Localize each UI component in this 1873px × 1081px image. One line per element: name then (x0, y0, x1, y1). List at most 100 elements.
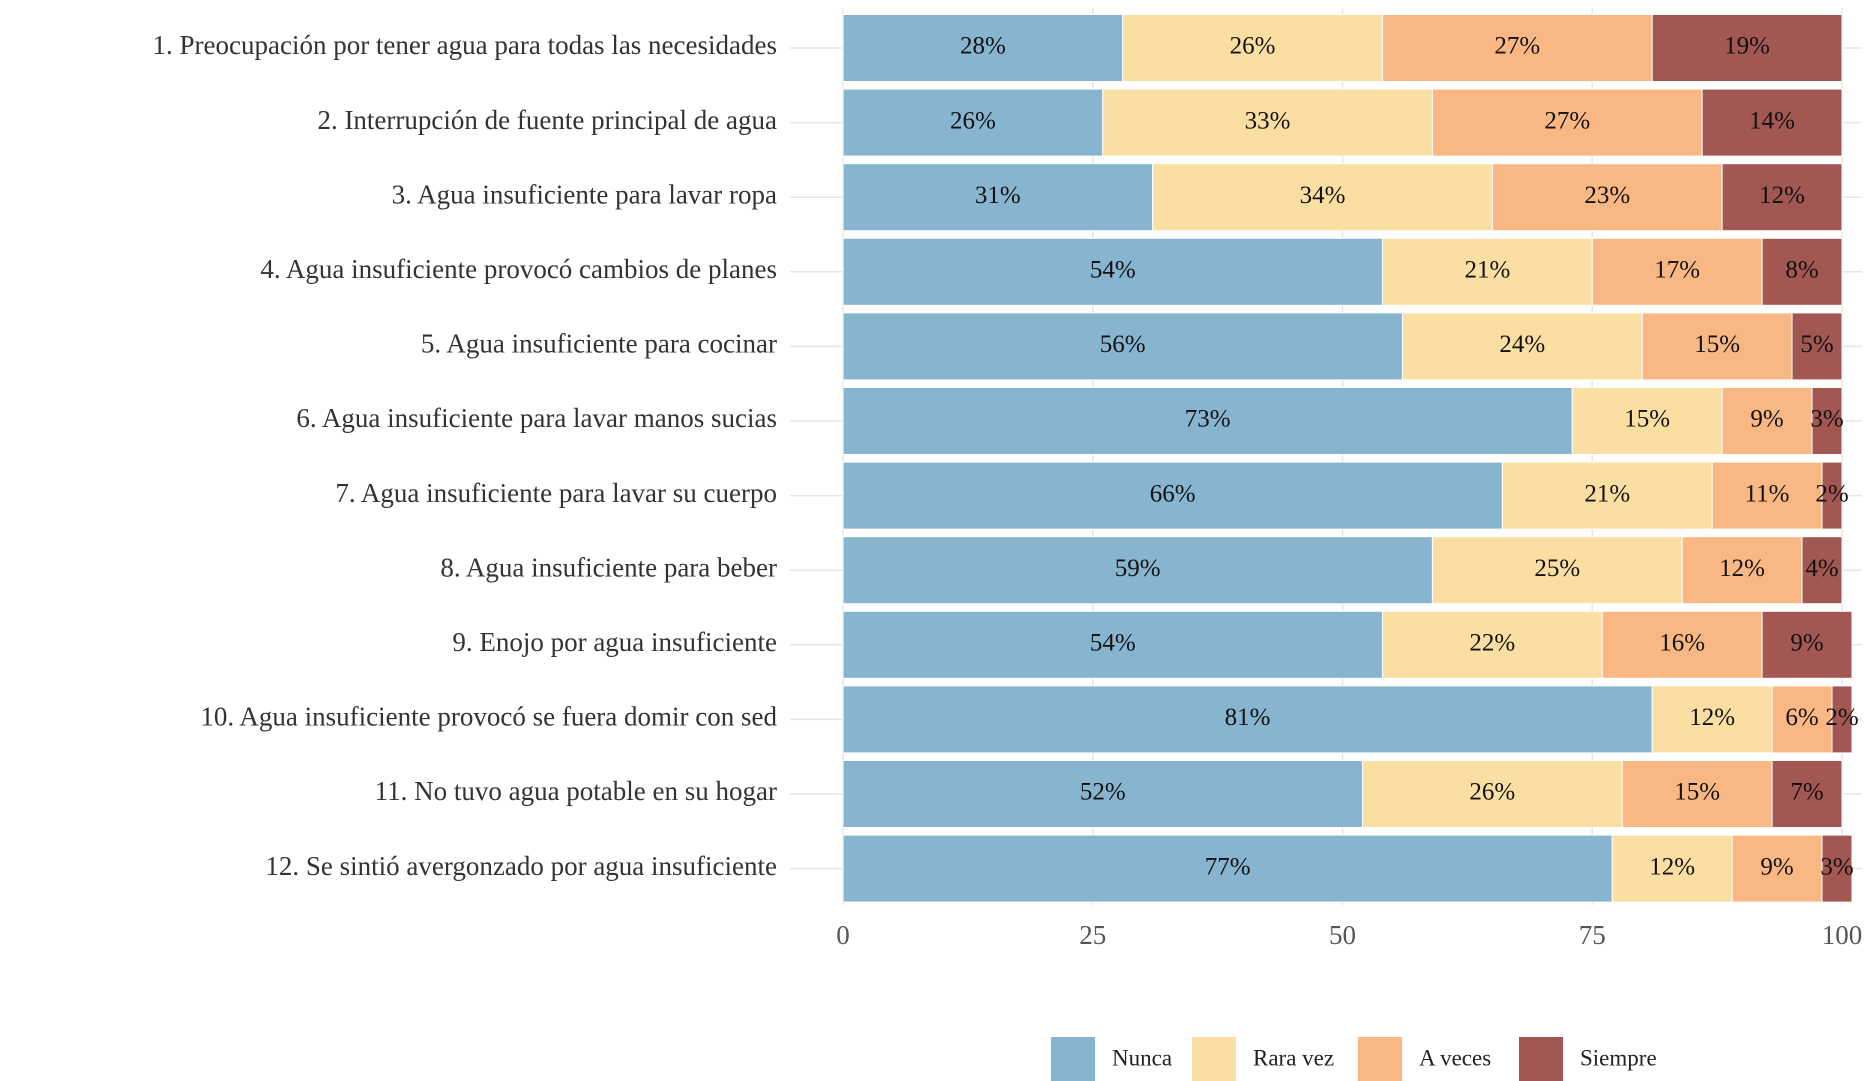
data-label: 15% (1674, 779, 1720, 806)
bar-segment (1701, 88, 1843, 157)
y-tick-label: 6. Agua insuficiente para lavar manos su… (296, 403, 777, 433)
bar-segment (1641, 312, 1793, 381)
y-tick-label: 7. Agua insuficiente para lavar su cuerp… (335, 478, 777, 508)
bar-segment (1651, 14, 1843, 82)
bar-segment (842, 312, 1403, 381)
y-tick-label: 5. Agua insuficiente para cocinar (421, 329, 777, 359)
data-label: 16% (1659, 630, 1705, 657)
data-label: 11% (1745, 480, 1790, 507)
bar-segment (1501, 461, 1713, 530)
bar-segment (1721, 163, 1843, 232)
legend-label: A veces (1419, 1045, 1491, 1070)
bar-segment (842, 237, 1383, 306)
data-label: 2% (1815, 480, 1848, 507)
data-label: 5% (1800, 331, 1833, 358)
legend-label: Nunca (1112, 1045, 1172, 1070)
data-label: 3% (1810, 406, 1843, 433)
y-tick-label: 8. Agua insuficiente para beber (440, 552, 777, 582)
legend-swatch (1192, 1037, 1236, 1081)
data-label: 27% (1544, 107, 1590, 134)
legend-swatch (1051, 1037, 1095, 1081)
bar-segment (1791, 312, 1843, 381)
legend-label: Siempre (1580, 1045, 1657, 1070)
data-label: 54% (1090, 630, 1136, 657)
data-label: 9% (1790, 630, 1823, 657)
data-label: 9% (1750, 406, 1783, 433)
data-label: 6% (1785, 704, 1818, 731)
data-label: 7% (1790, 779, 1823, 806)
legend-swatch (1358, 1037, 1402, 1081)
data-label: 15% (1694, 331, 1740, 358)
data-label: 27% (1494, 33, 1540, 60)
legend-swatch (1519, 1037, 1563, 1081)
data-label: 12% (1759, 182, 1805, 209)
y-tick-label: 4. Agua insuficiente provocó cambios de … (260, 254, 777, 284)
bar-segment (1361, 760, 1623, 828)
bar-segment (842, 461, 1503, 530)
bar-segment (842, 685, 1653, 754)
data-label: 24% (1499, 331, 1545, 358)
data-label: 8% (1785, 257, 1818, 284)
data-label: 81% (1225, 704, 1271, 731)
bar-segment (1431, 88, 1703, 157)
data-label: 12% (1689, 704, 1735, 731)
bar-segment (1811, 387, 1843, 455)
y-tick-label: 1. Preocupación por tener agua para toda… (153, 30, 778, 60)
bar-segment (1152, 163, 1493, 232)
data-label: 15% (1624, 406, 1670, 433)
bar-segment (1621, 760, 1773, 828)
data-label: 26% (1469, 779, 1515, 806)
bar-segment (1721, 387, 1813, 455)
y-tick-label: 3. Agua insuficiente para lavar ropa (392, 179, 777, 209)
bar-segment (842, 536, 1433, 605)
bar-segment (1801, 536, 1843, 605)
x-tick-label: 0 (836, 920, 850, 950)
x-tick-label: 100 (1822, 920, 1863, 950)
bar-segment (1431, 536, 1683, 605)
data-label: 21% (1584, 480, 1630, 507)
data-label: 2% (1825, 704, 1858, 731)
bar-segment (1611, 834, 1733, 903)
data-label: 34% (1300, 182, 1346, 209)
data-label: 12% (1719, 555, 1765, 582)
bar-segment (1381, 14, 1653, 82)
data-label: 26% (950, 107, 996, 134)
data-label: 73% (1185, 406, 1231, 433)
x-tick-label: 75 (1579, 920, 1606, 950)
bar-segment (1831, 685, 1853, 754)
y-tick-label: 10. Agua insuficiente provocó se fuera d… (200, 702, 777, 732)
bar-segment (1771, 760, 1843, 828)
x-tick-label: 25 (1079, 920, 1106, 950)
y-tick-label: 11. No tuvo agua potable en su hogar (375, 776, 777, 806)
data-label: 59% (1115, 555, 1161, 582)
bar-segment (1102, 88, 1433, 157)
data-label: 77% (1205, 853, 1251, 880)
bar-segment (1651, 685, 1773, 754)
bar-segment (1601, 610, 1763, 679)
bar-segment (1821, 834, 1853, 903)
bar-segment (842, 163, 1154, 232)
bar-segment (1491, 163, 1723, 232)
bar-segment (1821, 461, 1843, 530)
bar-segment (1731, 834, 1823, 903)
bar-segment (1761, 610, 1853, 679)
x-tick-label: 50 (1329, 920, 1356, 950)
data-label: 56% (1100, 331, 1146, 358)
data-label: 12% (1649, 853, 1695, 880)
data-label: 54% (1090, 257, 1136, 284)
data-label: 21% (1464, 257, 1510, 284)
bar-segment (1591, 237, 1763, 306)
bar-segment (842, 760, 1363, 828)
data-label: 9% (1760, 853, 1793, 880)
data-label: 26% (1230, 33, 1276, 60)
legend-label: Rara vez (1253, 1045, 1334, 1070)
bar-segment (842, 610, 1383, 679)
data-label: 66% (1150, 480, 1196, 507)
bar-segment (1122, 14, 1383, 82)
bar-segment (1711, 461, 1823, 530)
bar-segment (1771, 685, 1833, 754)
data-label: 31% (975, 182, 1021, 209)
y-tick-label: 9. Enojo por agua insuficiente (452, 627, 777, 657)
bar-segment (842, 834, 1613, 903)
